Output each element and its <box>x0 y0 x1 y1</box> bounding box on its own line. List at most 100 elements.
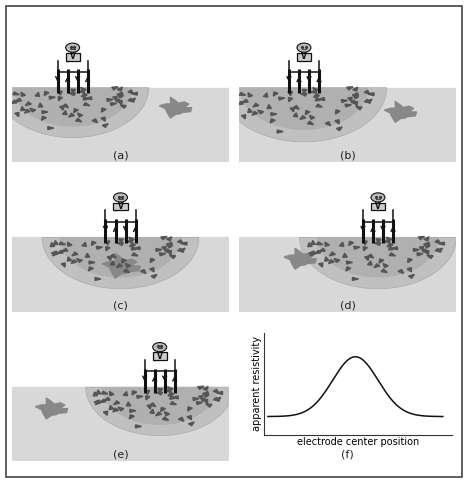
Polygon shape <box>408 258 412 263</box>
Polygon shape <box>95 277 101 281</box>
Bar <box>239 238 456 312</box>
Polygon shape <box>77 113 83 117</box>
Polygon shape <box>325 122 331 126</box>
Polygon shape <box>325 257 329 261</box>
Polygon shape <box>230 93 234 98</box>
Polygon shape <box>164 412 170 416</box>
Polygon shape <box>86 97 92 99</box>
Polygon shape <box>308 251 315 254</box>
Polygon shape <box>368 93 374 96</box>
Polygon shape <box>88 267 94 271</box>
Polygon shape <box>178 417 184 421</box>
Polygon shape <box>161 407 165 412</box>
Polygon shape <box>130 243 135 247</box>
Polygon shape <box>36 398 68 419</box>
Polygon shape <box>356 107 362 110</box>
Polygon shape <box>258 110 263 114</box>
Polygon shape <box>58 91 62 95</box>
Polygon shape <box>319 248 325 252</box>
Polygon shape <box>118 407 124 411</box>
Polygon shape <box>159 253 166 256</box>
Polygon shape <box>5 101 11 104</box>
Polygon shape <box>352 93 358 96</box>
Polygon shape <box>25 102 31 106</box>
Polygon shape <box>336 127 342 131</box>
Polygon shape <box>112 87 118 90</box>
Polygon shape <box>117 87 123 91</box>
Polygon shape <box>93 392 98 396</box>
Polygon shape <box>179 248 185 252</box>
Polygon shape <box>311 241 315 244</box>
Polygon shape <box>116 99 122 102</box>
Polygon shape <box>300 93 307 96</box>
Polygon shape <box>352 277 358 281</box>
Polygon shape <box>168 392 174 396</box>
Polygon shape <box>59 106 64 110</box>
Polygon shape <box>318 263 323 267</box>
Polygon shape <box>49 96 55 99</box>
Bar <box>239 88 456 162</box>
Polygon shape <box>57 250 63 254</box>
Polygon shape <box>413 249 419 252</box>
Wedge shape <box>300 238 456 289</box>
Polygon shape <box>129 415 134 419</box>
Polygon shape <box>313 87 318 92</box>
Polygon shape <box>241 114 246 119</box>
Text: V: V <box>70 52 75 61</box>
Polygon shape <box>150 268 154 272</box>
Polygon shape <box>168 387 173 391</box>
Polygon shape <box>300 116 306 119</box>
Polygon shape <box>124 269 130 272</box>
Polygon shape <box>310 90 316 93</box>
Polygon shape <box>424 242 430 245</box>
Polygon shape <box>353 95 358 99</box>
Polygon shape <box>113 408 118 412</box>
Polygon shape <box>132 246 136 250</box>
Polygon shape <box>341 99 348 102</box>
Circle shape <box>297 43 311 52</box>
Polygon shape <box>120 105 126 108</box>
Polygon shape <box>353 101 358 106</box>
Bar <box>12 319 229 387</box>
Polygon shape <box>248 93 253 97</box>
Polygon shape <box>35 92 39 97</box>
Circle shape <box>153 342 167 352</box>
Polygon shape <box>102 108 106 112</box>
Bar <box>371 202 385 211</box>
Bar <box>153 352 167 360</box>
Bar <box>297 53 311 61</box>
Polygon shape <box>315 97 320 101</box>
Polygon shape <box>73 109 78 113</box>
Text: (d): (d) <box>340 300 355 310</box>
Polygon shape <box>132 253 138 256</box>
Polygon shape <box>128 99 134 102</box>
Polygon shape <box>172 396 178 399</box>
Wedge shape <box>13 88 132 127</box>
Polygon shape <box>92 119 97 123</box>
Bar <box>239 169 456 238</box>
Polygon shape <box>318 98 324 100</box>
Polygon shape <box>110 254 116 258</box>
Polygon shape <box>252 112 258 115</box>
Polygon shape <box>156 392 162 395</box>
Polygon shape <box>150 258 155 263</box>
Polygon shape <box>435 248 441 252</box>
Polygon shape <box>346 261 352 264</box>
Polygon shape <box>204 399 208 404</box>
Polygon shape <box>7 102 12 106</box>
Polygon shape <box>334 258 340 262</box>
Polygon shape <box>160 97 192 118</box>
Polygon shape <box>314 94 320 98</box>
Polygon shape <box>205 404 212 407</box>
Polygon shape <box>150 409 154 413</box>
Polygon shape <box>389 253 395 256</box>
Text: (f): (f) <box>341 450 354 460</box>
Polygon shape <box>145 390 150 395</box>
Polygon shape <box>140 270 146 273</box>
Polygon shape <box>349 242 353 245</box>
Polygon shape <box>68 114 74 117</box>
Polygon shape <box>71 89 75 93</box>
Polygon shape <box>181 242 187 245</box>
Polygon shape <box>165 249 171 253</box>
Polygon shape <box>105 241 110 245</box>
